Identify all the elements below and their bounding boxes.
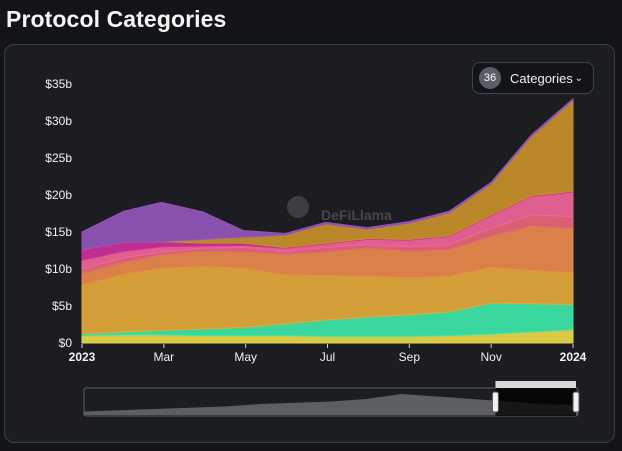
x-tick-label: 2023	[69, 350, 96, 364]
y-tick-label: $20b	[45, 188, 72, 202]
categories-label: Categories	[510, 70, 573, 86]
page-title: Protocol Categories	[6, 6, 227, 32]
stacked-areas	[81, 97, 574, 344]
range-overview	[83, 381, 580, 417]
chevron-down-icon: ⌄	[574, 72, 583, 84]
overview-handle-right[interactable]	[572, 391, 580, 413]
x-axis-ticks: 2023 Mar May Jul Sep Nov 2024	[69, 344, 587, 364]
x-tick-label: Mar	[153, 350, 174, 364]
defillama-watermark: DeFiLlama	[287, 196, 392, 223]
llama-logo-icon	[287, 196, 309, 218]
y-tick-label: $15b	[45, 225, 72, 239]
x-tick-label: 2024	[560, 350, 587, 364]
overview-selection[interactable]	[495, 388, 576, 416]
x-tick-label: Jul	[320, 350, 335, 364]
y-tick-label: $5b	[52, 299, 72, 313]
overview-handle-left[interactable]	[491, 391, 499, 413]
y-axis-ticks: $0 $5b $10b $15b $20b $25b $30b $35b	[45, 77, 72, 350]
categories-dropdown-button[interactable]: 36 Categories ⌄	[472, 62, 594, 94]
categories-count-badge: 36	[479, 67, 501, 89]
y-tick-label: $25b	[45, 151, 72, 165]
x-tick-label: Nov	[480, 350, 501, 364]
x-tick-label: Sep	[399, 350, 421, 364]
y-tick-label: $30b	[45, 114, 72, 128]
x-tick-label: May	[234, 350, 257, 364]
y-tick-label: $0	[59, 336, 73, 350]
overview-area	[84, 394, 578, 415]
y-tick-label: $35b	[45, 77, 72, 91]
overview-drag-bar[interactable]	[495, 381, 576, 388]
area-series-9	[81, 97, 574, 251]
watermark-text: DeFiLlama	[321, 207, 392, 223]
y-tick-label: $10b	[45, 262, 72, 276]
